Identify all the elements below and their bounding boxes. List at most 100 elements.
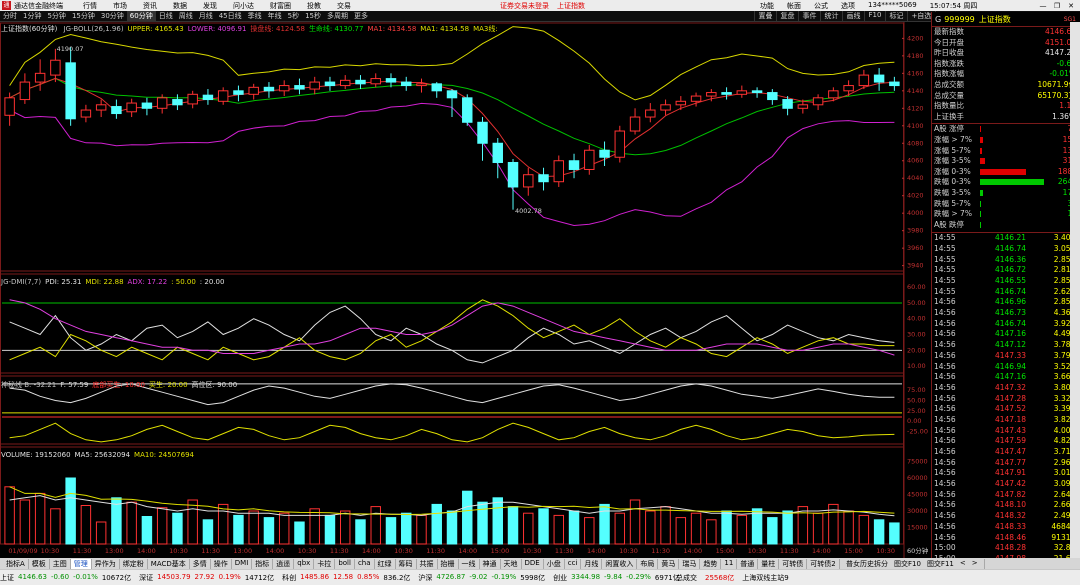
indicator-tab-16[interactable]: 红绿 <box>375 558 396 569</box>
tool-add-watchlist[interactable]: +自选 <box>906 11 935 21</box>
period-tab-8[interactable]: 月线 <box>198 12 213 20</box>
indicator-tab-1[interactable]: 模板 <box>29 558 50 569</box>
tabbar-right-f10[interactable]: 图交F10 <box>894 559 921 568</box>
period-tab-9[interactable]: 45日线 <box>218 12 242 20</box>
tool-draw[interactable]: 画线 <box>842 11 864 21</box>
indicator-tab-30[interactable]: 瑞马 <box>679 558 701 569</box>
period-tab-10[interactable]: 季线 <box>247 12 262 20</box>
right-scrollbar[interactable] <box>1070 22 1080 558</box>
indicator-tab-13[interactable]: 卡拉 <box>314 558 336 569</box>
dmi-axis-label: 60.00 <box>907 283 926 291</box>
indicator-tab-7[interactable]: 多情 <box>190 558 211 569</box>
indicator-tab-4[interactable]: 异作为 <box>92 558 120 569</box>
tool-overlay[interactable]: 置叠 <box>754 11 776 21</box>
tool-f10[interactable]: F10 <box>864 11 885 21</box>
indicator-tab-11[interactable]: 逍遥 <box>273 558 295 569</box>
close-icon[interactable]: ✕ <box>1068 1 1074 10</box>
period-tab-5[interactable]: 60分钟 <box>126 11 156 21</box>
tab-scroll-right-icon[interactable]: > <box>971 558 978 567</box>
period-tab-15[interactable]: 更多 <box>354 12 369 20</box>
tabbar-right-f11[interactable]: 图交F11 <box>926 559 954 568</box>
indicator-tab-33[interactable]: 普通 <box>737 558 759 569</box>
period-tab-7[interactable]: 周线 <box>178 12 193 20</box>
indicator-tab-35[interactable]: 可转债 <box>779 558 808 569</box>
indicator-tab-34[interactable]: 量柱 <box>758 558 780 569</box>
indicator-tab-3[interactable]: 管理 <box>70 558 92 569</box>
menu-formula[interactable]: 公式 <box>814 1 828 10</box>
tab-scroll-left-icon[interactable]: < <box>959 558 966 567</box>
period-tab-11[interactable]: 年线 <box>267 12 282 20</box>
tick-row: 14:56 4147.18 3.82亿 <box>932 415 1080 426</box>
period-tab-3[interactable]: 15分钟 <box>71 12 95 20</box>
indicator-tab-2[interactable]: 主图 <box>50 558 71 569</box>
market-summary-item[interactable]: 沪深 4726.87 -9.02 -0.19% 5998亿 <box>418 573 545 583</box>
menu-discover[interactable]: 发现 <box>203 1 217 10</box>
tool-events[interactable]: 事件 <box>798 11 820 21</box>
menu-options[interactable]: 选项 <box>841 1 855 10</box>
tick-list[interactable]: 14:55 4146.21 3.40亿 14:55 4146.74 3.05亿 14:55 4… <box>932 232 1080 575</box>
market-summary-item[interactable]: 科创 1485.86 12.58 0.85% 836.2亿 <box>282 573 410 583</box>
indicator-tab-20[interactable]: 一线 <box>459 558 480 569</box>
period-tab-1[interactable]: 1分钟 <box>23 12 42 20</box>
indicator-tab-14[interactable]: boll <box>335 558 355 569</box>
account-id[interactable]: 134*****5069 <box>868 0 917 9</box>
period-tab-6[interactable]: 日线 <box>158 12 173 20</box>
indicator-tab-8[interactable]: 操作 <box>211 558 232 569</box>
volume-bar <box>339 510 351 545</box>
period-tab-2[interactable]: 5分钟 <box>47 12 66 20</box>
indicator-tab-17[interactable]: 筹码 <box>396 558 417 569</box>
indicator-tab-15[interactable]: cha <box>355 558 375 569</box>
menu-data[interactable]: 数据 <box>173 1 187 10</box>
period-tab-0[interactable]: 分时 <box>3 12 17 20</box>
menu-layout[interactable]: 帐面 <box>787 1 801 10</box>
breadth-row: 跌幅 3-5% 179 <box>932 188 1080 199</box>
indicator-tab-23[interactable]: DDE <box>522 558 544 569</box>
chart-area[interactable]: 4200 4180 4160 4140 4120 4100 4080 4060 4040 4020… <box>0 22 930 558</box>
indicator-tab-29[interactable]: 黄马 <box>658 558 680 569</box>
market-summary-item[interactable]: 创业 3344.98 -9.84 -0.29% 6971亿 <box>553 573 680 583</box>
tool-replay[interactable]: 复盘 <box>776 11 798 21</box>
chart-canvas[interactable]: 4200 4180 4160 4140 4120 4100 4080 4060 4040 4020… <box>0 22 930 558</box>
indicator-tab-0[interactable]: 指标A <box>3 558 29 569</box>
menu-quotes[interactable]: 行情 <box>83 1 97 10</box>
indicator-tab-25[interactable]: cci <box>565 558 582 569</box>
indicator-tab-10[interactable]: 指标 <box>252 558 274 569</box>
tool-stats[interactable]: 统计 <box>820 11 842 21</box>
volume-bar <box>507 506 519 545</box>
period-tab-13[interactable]: 15秒 <box>305 12 322 20</box>
indicator-tab-12[interactable]: qbx <box>294 558 315 569</box>
indicator-tab-26[interactable]: 月线 <box>581 558 603 569</box>
tool-mark[interactable]: 标记 <box>884 11 907 21</box>
indicator-tab-21[interactable]: 神通 <box>480 558 501 569</box>
candle-body <box>233 90 244 95</box>
trade-login-status[interactable]: 证券交易未登录 <box>500 1 549 10</box>
indicator-tab-19[interactable]: 抬栅 <box>438 558 459 569</box>
server-name[interactable]: 上海双线主站9 <box>742 573 789 582</box>
menu-wealth[interactable]: 财富圈 <box>270 1 291 10</box>
indicator-tab-22[interactable]: 天地 <box>501 558 522 569</box>
market-summary-item[interactable]: 上证 4146.63 -0.60 -0.01% 10672亿 <box>0 573 131 583</box>
indicator-tab-36[interactable]: 可转债2 <box>807 558 840 569</box>
indicator-tab-24[interactable]: 小盘 <box>544 558 565 569</box>
menu-trade[interactable]: 交易 <box>337 1 351 10</box>
indicator-tab-31[interactable]: 趋势 <box>700 558 722 569</box>
menu-education[interactable]: 投教 <box>307 1 321 10</box>
indicator-tab-28[interactable]: 布局 <box>637 558 659 569</box>
indicator-tab-5[interactable]: 绑定粉 <box>120 558 148 569</box>
market-summary-item[interactable]: 深证 14503.79 27.92 0.19% 14712亿 <box>139 573 274 583</box>
indicator-tab-18[interactable]: 共振 <box>417 558 438 569</box>
menu-news[interactable]: 资讯 <box>143 1 157 10</box>
indicator-tab-6[interactable]: MACD基本 <box>148 558 190 569</box>
period-tab-12[interactable]: 5秒 <box>287 12 300 20</box>
maximize-icon[interactable]: ❐ <box>1053 1 1061 10</box>
indicator-tab-32[interactable]: 11 <box>721 558 738 569</box>
minimize-icon[interactable]: — <box>1039 1 1047 10</box>
indicator-tab-9[interactable]: DMI <box>232 558 253 569</box>
indicator-tab-27[interactable]: 闲置收入 <box>602 558 638 569</box>
period-tab-14[interactable]: 多周期 <box>327 12 349 20</box>
menu-ask[interactable]: 问小达 <box>233 1 254 10</box>
menu-function[interactable]: 功能 <box>760 1 774 10</box>
tabbar-right-history[interactable]: 普女历史拆分 <box>846 559 888 568</box>
period-tab-4[interactable]: 30分钟 <box>100 12 124 20</box>
menu-market[interactable]: 市场 <box>113 1 127 10</box>
